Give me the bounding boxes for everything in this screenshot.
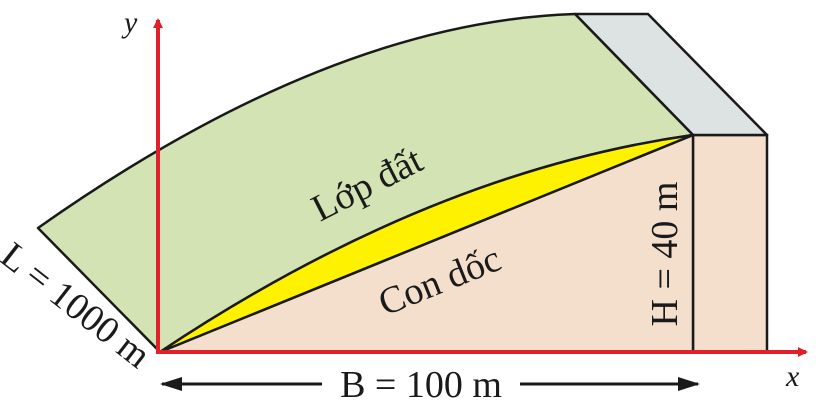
yellow-gap [158,133,695,354]
height-label: H = 40 m [644,182,686,327]
base-label: B = 100 m [340,364,502,406]
x-axis-label: x [785,360,800,393]
y-axis-label: y [121,6,138,39]
slope-right-block [691,133,769,354]
